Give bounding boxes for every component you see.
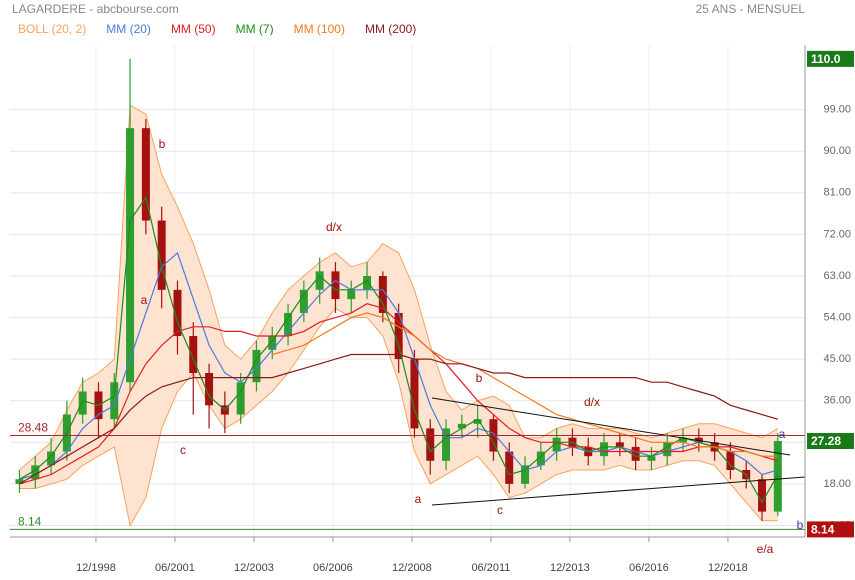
candle-body (552, 437, 561, 452)
candle-body (15, 479, 24, 484)
x-tick-label: 06/2001 (155, 562, 195, 574)
candle-body (615, 442, 624, 447)
plot (15, 58, 782, 527)
price-tag (807, 433, 854, 450)
candle-body (189, 336, 198, 373)
legend-entry: BOLL (20, 2) (18, 22, 86, 36)
candle-body (505, 451, 514, 484)
candle-body (410, 359, 419, 429)
level-label: 28.48 (18, 421, 48, 435)
y-tick-label: 54.00 (823, 311, 851, 323)
overlay: 28.48 8.14 110.0 27.28 8.14 b a c d/x a c b d/x a e/a b (10, 50, 854, 556)
wave-label: c (497, 503, 503, 517)
price-tag-label: 27.28 (811, 434, 841, 448)
candle-body (726, 451, 735, 471)
y-tick-label: 63.00 (823, 270, 851, 282)
legend-entry: MM (100) (294, 22, 345, 36)
wave-label: c (180, 443, 186, 457)
candle-body (394, 312, 403, 360)
candle-body (31, 465, 40, 480)
price-tag (807, 50, 854, 67)
x-tick-label: 12/2008 (392, 562, 432, 574)
candle-body (347, 289, 356, 300)
y-tick-label: 36.00 (823, 395, 851, 407)
candle-body (315, 271, 324, 290)
y-tick-label: 45.00 (823, 353, 851, 365)
x-tick-label: 06/2016 (629, 562, 669, 574)
candle-body (331, 271, 340, 300)
ma-line (19, 196, 779, 504)
candle-body (110, 382, 119, 420)
candle-body (426, 428, 435, 461)
candle-body (141, 128, 150, 221)
candle-body (647, 456, 656, 461)
candle-body (378, 275, 387, 313)
trendlines (431, 397, 806, 506)
candle-body (268, 336, 277, 350)
x-tick-label: 12/2018 (708, 562, 748, 574)
chart-subtitle: 25 ANS - MENSUEL (696, 2, 806, 16)
candle-body (758, 479, 767, 512)
y-tick-label: 90.00 (823, 145, 851, 157)
candle-body (252, 349, 261, 383)
y-tick-label: 72.00 (823, 228, 851, 240)
wave-label: e/a (757, 542, 774, 556)
y-tick-label: 18.00 (823, 478, 851, 490)
candle-body (773, 441, 782, 512)
y-tick-label: 81.00 (823, 187, 851, 199)
candle-body (284, 312, 293, 337)
candle-body (442, 428, 451, 461)
candle-body (78, 391, 87, 415)
wave-label: d/x (326, 220, 342, 234)
wave-label: a (415, 492, 422, 506)
candle-body (679, 437, 688, 443)
price-tag-label: 8.14 (811, 523, 835, 537)
legend-entry: MM (50) (171, 22, 216, 36)
candle-body (536, 451, 545, 466)
legend-entry: MM (20) (106, 22, 151, 36)
candle-body (205, 373, 214, 406)
candle-body (173, 289, 182, 337)
candle-body (299, 289, 308, 313)
ma-line (19, 353, 778, 485)
wave-label: a (141, 293, 148, 307)
y-tick-label: 99.00 (823, 104, 851, 116)
candle-body (236, 382, 245, 415)
candle-body (47, 451, 56, 466)
price-tag-label: 110.0 (811, 52, 841, 66)
legend-entry: MM (200) (365, 22, 416, 36)
candle-body (363, 275, 372, 290)
x-tick-label: 06/2006 (313, 562, 353, 574)
candle-body (457, 423, 466, 429)
wave-label: d/x (584, 395, 600, 409)
chart-title: LAGARDERE - abcbourse.com (12, 2, 179, 16)
wave-label: b (159, 137, 166, 151)
trendline (431, 476, 806, 506)
wave-label: b (797, 518, 804, 532)
trendline (431, 397, 791, 456)
candle-body (157, 220, 166, 290)
band-upper (19, 104, 779, 471)
candle-body (631, 446, 640, 461)
candle-body (126, 128, 135, 383)
wave-label: a (779, 427, 786, 441)
x-tick-label: 06/2011 (471, 562, 510, 574)
price-tag (807, 521, 854, 538)
candle-body (600, 442, 609, 457)
wave-label: b (476, 371, 483, 385)
candle-body (473, 419, 482, 424)
candle-body (521, 465, 530, 484)
level-label: 8.14 (18, 515, 42, 529)
x-tick-label: 12/1998 (76, 562, 116, 574)
x-tick-label: 12/2003 (234, 562, 274, 574)
x-tick-label: 12/2013 (550, 562, 590, 574)
ma-line (272, 312, 778, 457)
ma-line (19, 303, 778, 485)
legend-entry: MM (7) (236, 22, 274, 36)
candle-body (663, 442, 672, 457)
